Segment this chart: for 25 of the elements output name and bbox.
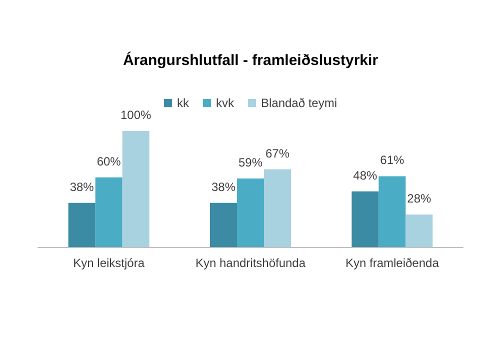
bar — [210, 202, 237, 247]
x-tick-label: Kyn handritshöfunda — [195, 256, 306, 270]
data-label: 61% — [380, 153, 404, 168]
bar — [406, 214, 433, 247]
data-label: 28% — [407, 192, 432, 206]
legend-label: Blandað teymi — [260, 96, 338, 110]
bar — [237, 178, 264, 247]
bar — [122, 131, 150, 247]
data-label: 38% — [211, 180, 236, 194]
data-label: 38% — [70, 180, 94, 194]
data-label: 48% — [353, 168, 378, 182]
x-tick-label: Kyn leikstjóra — [73, 256, 145, 270]
bar — [68, 202, 96, 247]
chart-title: Árangurshlutfall - framleiðslustyrkir — [122, 51, 378, 69]
bar — [352, 191, 379, 247]
bar — [95, 177, 122, 247]
bar — [264, 169, 291, 247]
data-label: 100% — [120, 108, 152, 122]
legend-label: kk — [176, 96, 190, 110]
legend-label: kvk — [216, 96, 235, 110]
data-label: 67% — [265, 146, 290, 160]
data-label: 60% — [96, 154, 122, 168]
data-label: 59% — [238, 156, 263, 170]
bar — [378, 176, 406, 247]
x-tick-label: Kyn framleiðenda — [345, 256, 440, 270]
